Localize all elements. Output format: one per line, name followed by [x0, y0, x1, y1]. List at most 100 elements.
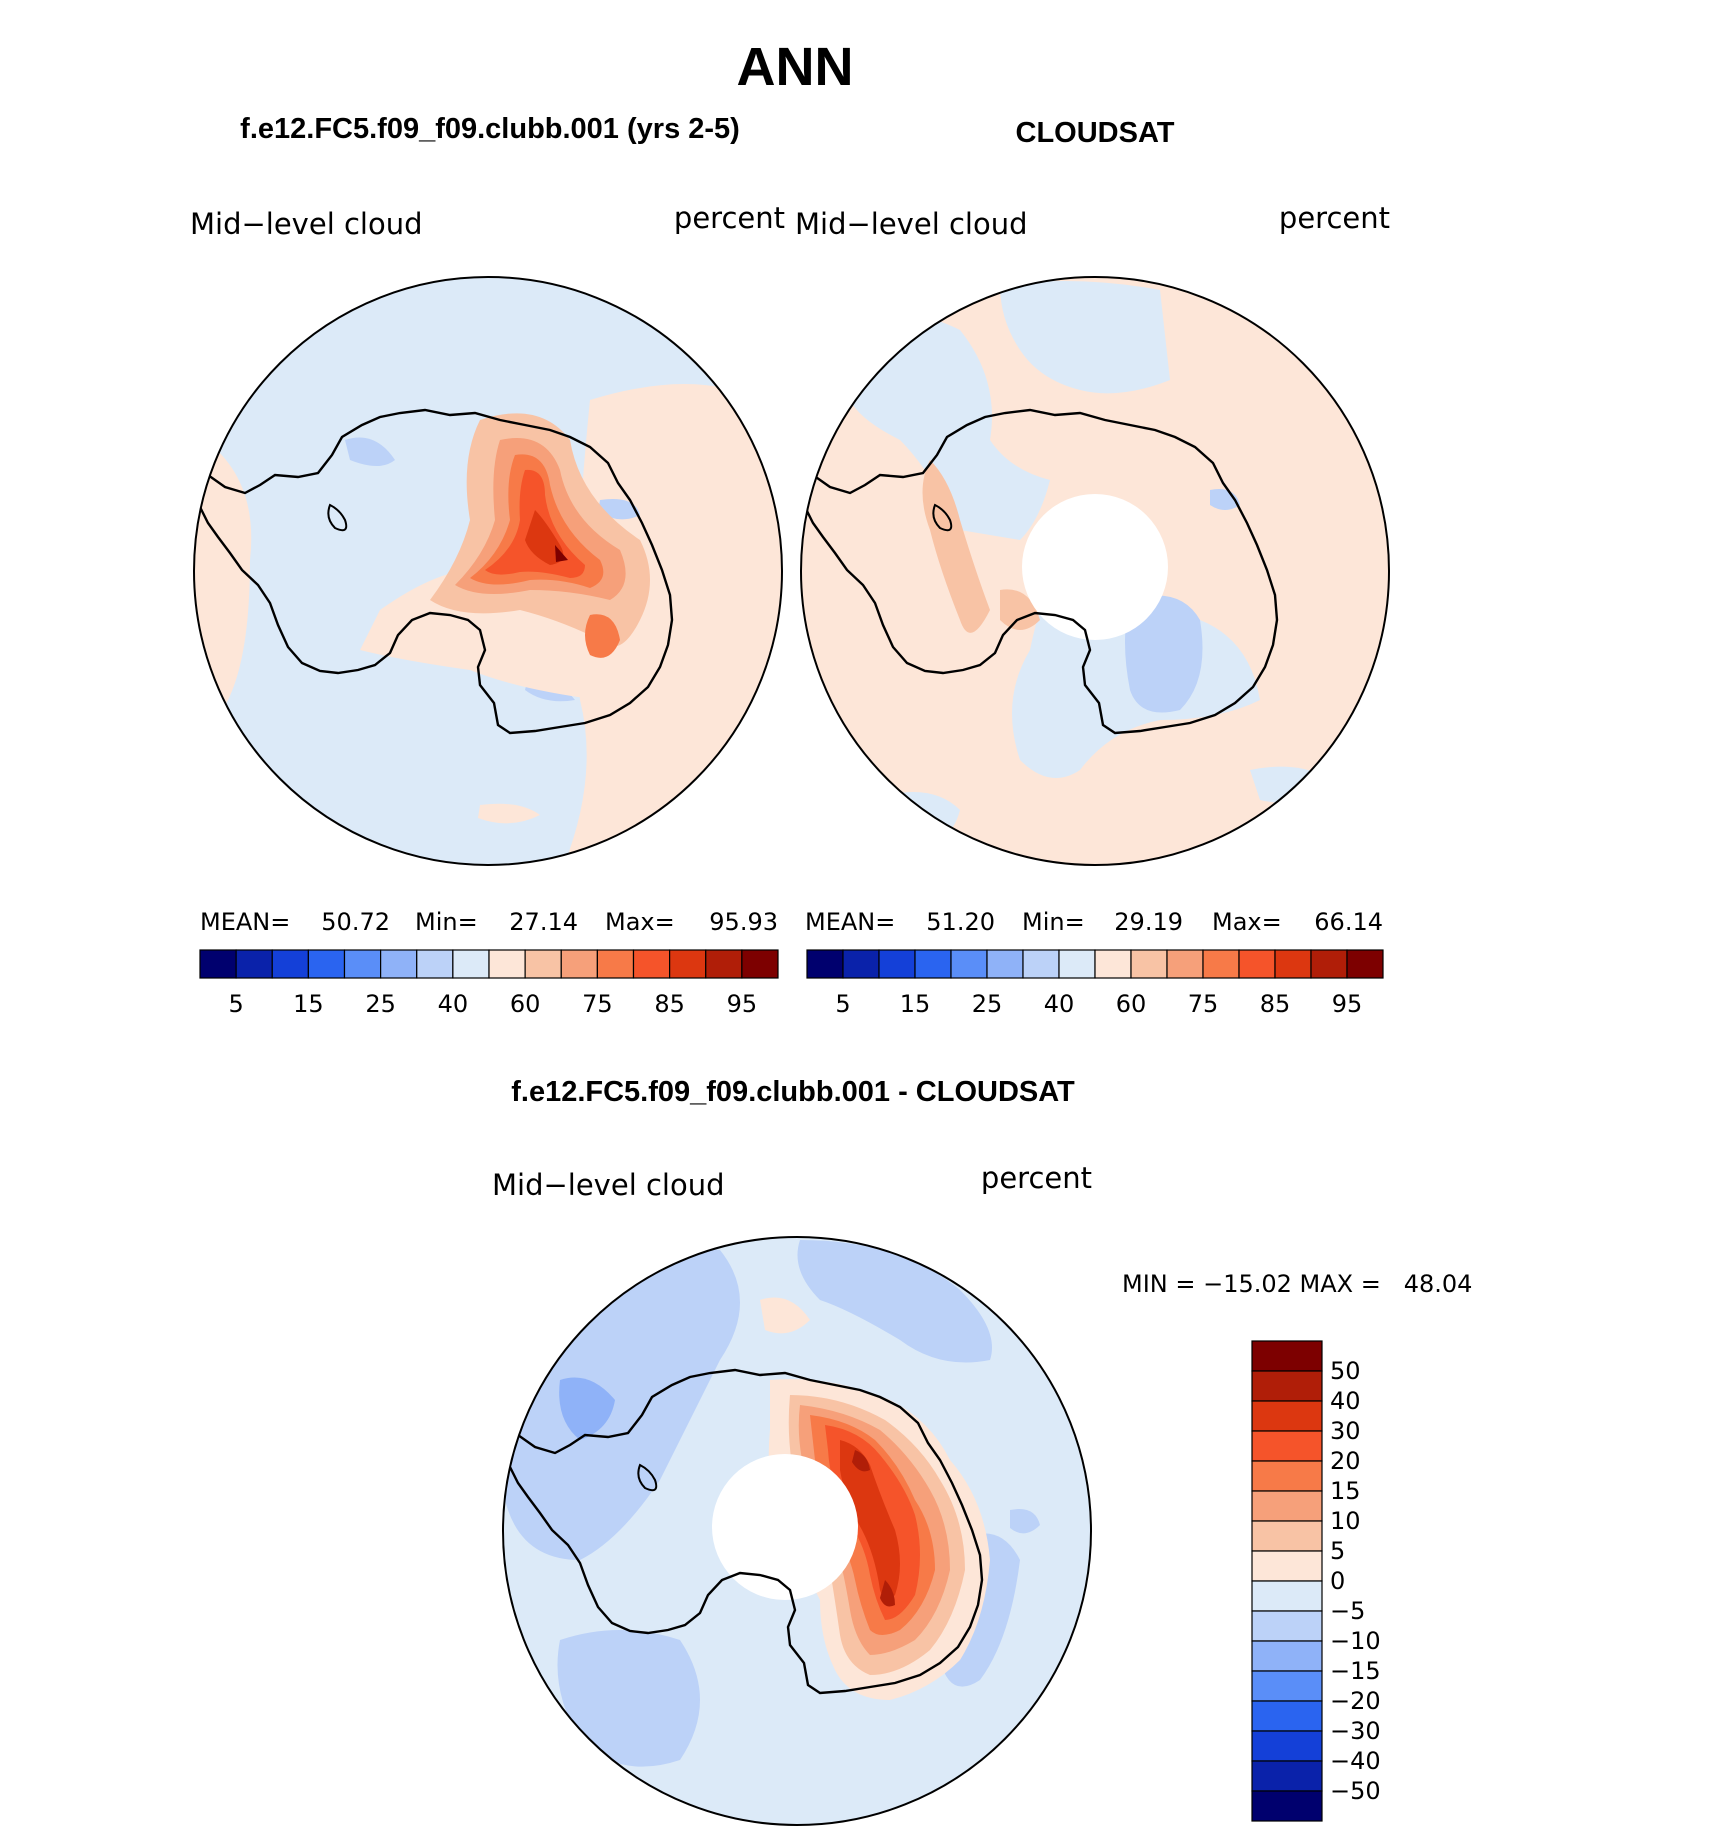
panel-cloudsat: CLOUDSAT Mid−level cloud percent MEAN= 5… — [795, 117, 1390, 1018]
min-label: Min= — [1022, 908, 1085, 936]
field-region — [1000, 589, 1040, 630]
colorbar-swatch — [452, 949, 490, 979]
panel-model-title: f.e12.FC5.f09_f09.clubb.001 (yrs 2-5) — [240, 113, 740, 145]
field-region — [840, 1440, 900, 1599]
colorbar-swatch — [1346, 949, 1384, 979]
colorbar-swatch — [524, 949, 562, 979]
min-label: Min= — [415, 908, 478, 936]
colorbar-tick-label: 25 — [365, 990, 396, 1018]
colorbar-tick-label: 40 — [1330, 1387, 1361, 1415]
mean-value: 51.20 — [926, 908, 995, 936]
field-region — [525, 510, 564, 565]
colorbar-tick-label: 75 — [1188, 990, 1219, 1018]
colorbar-tick-label: −30 — [1330, 1717, 1381, 1745]
map-border — [193, 276, 783, 866]
map-border — [502, 1236, 1092, 1826]
colorbar-swatch — [1251, 1520, 1323, 1552]
map-border — [800, 276, 1390, 866]
colorbar-tick-label: 60 — [1116, 990, 1147, 1018]
colorbar-swatch — [488, 949, 526, 979]
map-difference — [503, 1237, 1091, 1825]
colorbar-swatch — [1202, 949, 1240, 979]
colorbar-swatch — [842, 949, 880, 979]
mean-label: MEAN= — [200, 908, 290, 936]
colorbar-swatch — [950, 949, 988, 979]
colorbar-swatch — [1094, 949, 1132, 979]
colorbar-tick-label: 40 — [438, 990, 469, 1018]
field-region — [194, 430, 252, 720]
colorbar-swatch — [307, 949, 346, 979]
colorbar-swatch — [560, 949, 598, 979]
diff-min-max: MIN = −15.02 MAX = 48.04 — [1122, 1270, 1472, 1298]
colorbar-tick-label: 5 — [1330, 1537, 1345, 1565]
colorbar-swatch — [1130, 949, 1168, 979]
max-value: 66.14 — [1314, 908, 1383, 936]
colorbar-swatch — [741, 949, 779, 979]
colorbar-swatch — [878, 949, 916, 979]
colorbar-tick-label: 25 — [972, 990, 1003, 1018]
panel-difference: f.e12.FC5.f09_f09.clubb.001 - CLOUDSAT M… — [492, 1076, 1472, 1826]
colorbar-swatch — [1251, 1340, 1323, 1372]
colorbar-swatch — [1251, 1700, 1323, 1732]
colorbar-swatch — [199, 949, 237, 979]
panel-cloudsat-title: CLOUDSAT — [1016, 117, 1175, 149]
main-title: ANN — [737, 37, 854, 97]
colorbar-tick-label: 0 — [1330, 1567, 1345, 1595]
colorbar-tick-label: 30 — [1330, 1417, 1361, 1445]
colorbar-swatch — [1251, 1610, 1323, 1642]
panel-model: f.e12.FC5.f09_f09.clubb.001 (yrs 2-5) Mi… — [190, 113, 785, 1018]
colorbar-swatch — [1251, 1430, 1323, 1462]
colorbar-swatch — [1251, 1460, 1323, 1492]
colorbar-swatch — [271, 949, 309, 979]
colorbar-swatch — [986, 949, 1024, 979]
panel-difference-variable: Mid−level cloud — [492, 1168, 725, 1202]
coastline — [327, 503, 348, 532]
colorbar-tick-label: 95 — [727, 990, 758, 1018]
field-region — [1250, 766, 1330, 803]
coastline — [932, 503, 953, 532]
colorbar-tick-label: 20 — [1330, 1447, 1361, 1475]
colorbar-tick-label: −5 — [1330, 1597, 1365, 1625]
field-region — [585, 614, 620, 658]
colorbar-tick-label: −20 — [1330, 1687, 1381, 1715]
panel-cloudsat-units: percent — [1279, 201, 1390, 235]
colorbar-tick-label: −15 — [1330, 1657, 1381, 1685]
colorbar-tick-label: 15 — [900, 990, 931, 1018]
mean-value: 50.72 — [321, 908, 390, 936]
colorbar-tick-label: 10 — [1330, 1507, 1361, 1535]
colorbar-swatch — [632, 949, 671, 979]
field-region — [870, 792, 960, 850]
colorbar-swatch — [380, 949, 418, 979]
colorbar-tick-label: 85 — [654, 990, 685, 1018]
colorbar-cloudsat: 5 15 25 40 60 75 85 95 — [806, 949, 1384, 1018]
colorbar-model: 5 15 25 40 60 75 85 95 — [199, 949, 779, 1018]
colorbar-tick-label: −50 — [1330, 1777, 1381, 1805]
field-region — [559, 1377, 615, 1440]
colorbar-tick-label: 95 — [1332, 990, 1363, 1018]
colorbar-swatch — [1251, 1370, 1323, 1402]
colorbar-swatch — [1251, 1490, 1323, 1522]
colorbar-swatch — [1166, 949, 1204, 979]
field-region — [1125, 595, 1203, 713]
colorbar-swatch — [1251, 1670, 1323, 1702]
max-label: Max= — [1212, 908, 1282, 936]
field-region — [478, 803, 540, 824]
colorbar-tick-label: 5 — [835, 990, 850, 1018]
mean-label: MEAN= — [805, 908, 895, 936]
colorbar-swatch — [914, 949, 952, 979]
colorbar-swatch — [416, 949, 454, 979]
colorbar-tick-label: 75 — [582, 990, 613, 1018]
colorbar-swatch — [1251, 1580, 1323, 1612]
colorbar-swatch — [235, 949, 273, 979]
field-region — [1210, 489, 1240, 510]
field-region — [797, 1240, 992, 1363]
data-gap — [1022, 494, 1168, 640]
data-gap — [712, 1454, 858, 1600]
colorbar-swatch — [1251, 1730, 1323, 1762]
field-region — [922, 460, 990, 633]
colorbar-swatch — [1022, 949, 1060, 979]
colorbar-tick-label: 50 — [1330, 1357, 1361, 1385]
colorbar-swatch — [1274, 949, 1312, 979]
